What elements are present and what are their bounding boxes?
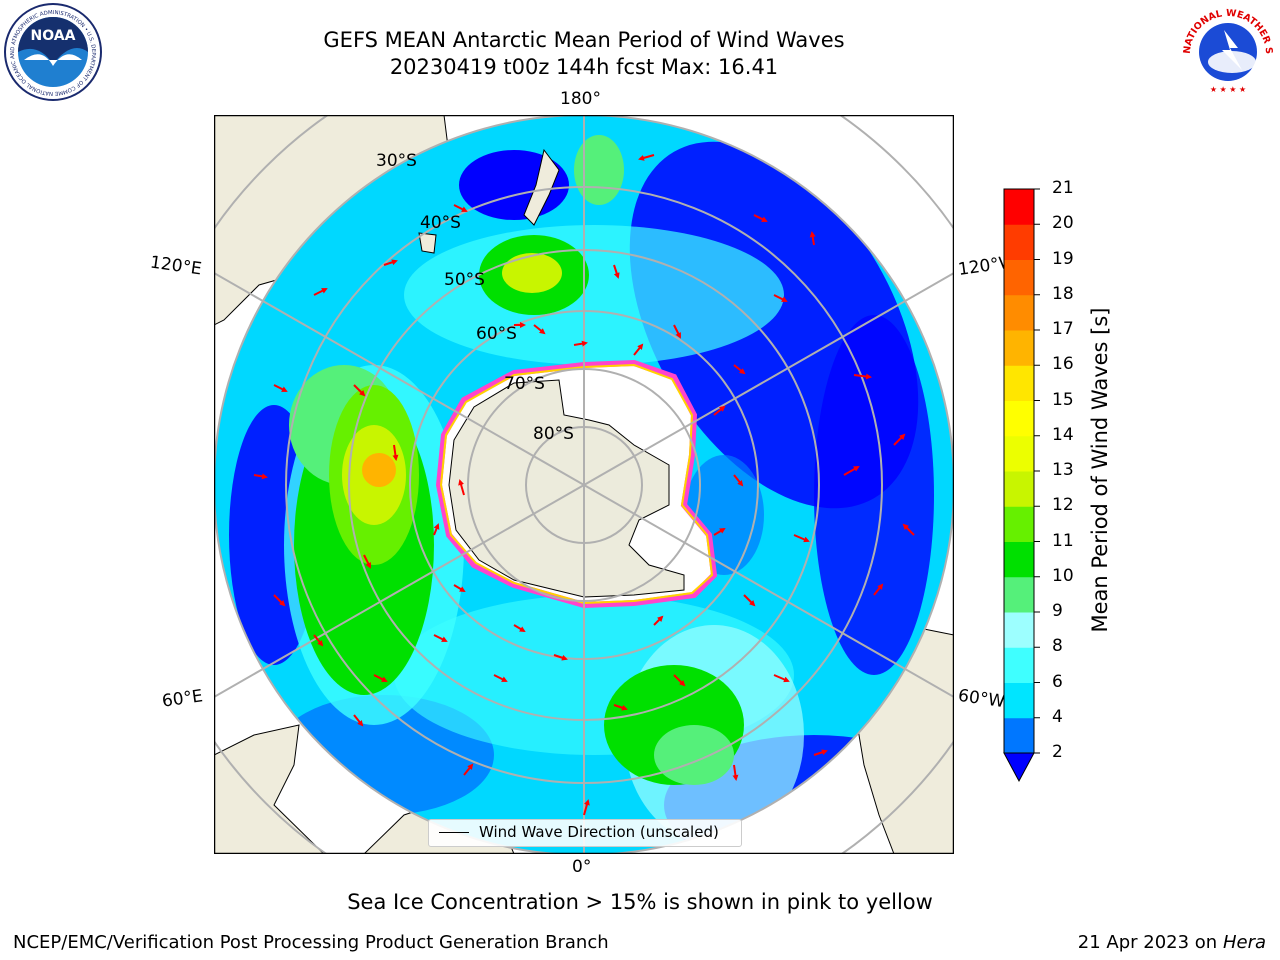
colorbar-tick-label: 15 [1052,389,1074,410]
colorbar-segment [1004,647,1034,683]
lon-label-120e: 120°E [148,252,203,280]
colorbar-tick-label: 19 [1052,248,1074,269]
colorbar-segment [1004,259,1034,296]
credit-machine: Hera [1222,932,1266,953]
colorbar-underflow-triangle [1003,752,1035,783]
nws-logo: NATIONAL WEATHER SERVICE ★ ★ ★ ★ [1178,0,1276,98]
colorbar-tick-label: 21 [1052,178,1074,198]
colorbar-tick-label: 13 [1052,460,1074,480]
lon-label-0: 0° [572,857,592,877]
colorbar-segment [1004,400,1034,437]
map-legend: Wind Wave Direction (unscaled) [428,819,742,847]
colorbar-label: Mean Period of Wind Waves [s] [1088,307,1112,633]
lon-label-60e: 60°E [160,686,205,712]
colorbar-tick-label: 10 [1052,565,1074,586]
colorbar-segment [1004,224,1034,260]
colorbar-tick-label: 17 [1052,319,1074,339]
colorbar-segment [1004,576,1034,613]
map-title: GEFS MEAN Antarctic Mean Period of Wind … [323,28,845,52]
tasmania-landmass [418,232,437,254]
lon-label-60w: 60°W [956,685,1007,713]
colorbar-tick-label: 20 [1052,213,1074,234]
lat-label-60s: 60°S [476,324,517,344]
lat-label-80s: 80°S [533,424,574,444]
colorbar-tick-label: 12 [1052,495,1074,516]
colorbar-segment [1004,717,1034,754]
colorbar-segment [1004,435,1034,472]
colorbar-tick-label: 18 [1052,283,1074,304]
antarctica-landmass [448,379,685,598]
credit-branch: NCEP/EMC/Verification Post Processing Pr… [13,932,609,953]
colorbar-segment [1004,189,1034,225]
africa-landmass [214,724,325,854]
legend-line-swatch [439,832,469,833]
credit-date: 21 Apr 2023 on Hera [1078,932,1266,953]
graticule [214,115,954,854]
colorbar-segment [1004,682,1034,719]
svg-text:★ ★ ★ ★: ★ ★ ★ ★ [1210,85,1246,94]
colorbar-segment [1004,612,1034,648]
wind-wave-arrows [253,154,915,816]
colorbar-segment [1004,541,1034,578]
sea-ice-inner [439,363,714,605]
credit-date-text: 21 Apr 2023 on [1077,932,1223,953]
lat-label-50s: 50°S [444,270,485,290]
colorbar-tick-label: 4 [1052,706,1063,727]
colorbar-segment [1004,294,1034,331]
lat-label-40s: 40°S [420,213,461,233]
noaa-logo: NATIONAL OCEANIC AND ATMOSPHERIC ADMINIS… [2,2,102,101]
polar-map [214,115,954,854]
colorbar-segment [1004,330,1034,366]
new-zealand-landmass [523,148,560,226]
colorbar-tick-label: 2 [1052,742,1063,762]
lon-label-180: 180° [560,89,601,109]
sea-ice-note: Sea Ice Concentration > 15% is shown in … [347,890,933,914]
colorbar-tick-label: 8 [1052,636,1063,657]
colorbar-tick-label: 9 [1052,601,1063,621]
colorbar-segment [1004,471,1034,507]
noaa-logo-text: NOAA [31,28,76,44]
map-subtitle: 20230419 t00z 144h fcst Max: 16.41 [389,55,779,79]
colorbar-segment [1004,365,1034,401]
colorbar-tick-label: 14 [1052,424,1074,445]
colorbar [1003,188,1040,783]
colorbar-tick-label: 6 [1052,671,1063,692]
legend-label: Wind Wave Direction (unscaled) [479,823,719,841]
lat-label-70s: 70°S [504,374,545,394]
colorbar-tick-label: 11 [1052,530,1074,551]
colorbar-tick-label: 16 [1052,354,1074,375]
colorbar-segment [1004,506,1034,542]
lat-label-30s: 30°S [376,151,417,171]
